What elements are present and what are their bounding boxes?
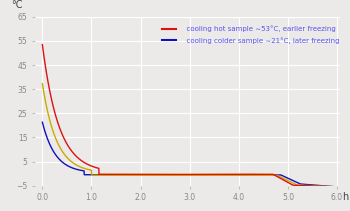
Legend:   cooling hot sample ∼53°C, earlier freezing,   cooling colder sample ∼21°C, lat: cooling hot sample ∼53°C, earlier freezi…: [162, 25, 339, 44]
Text: h: h: [343, 192, 349, 202]
Text: °C: °C: [10, 0, 22, 10]
